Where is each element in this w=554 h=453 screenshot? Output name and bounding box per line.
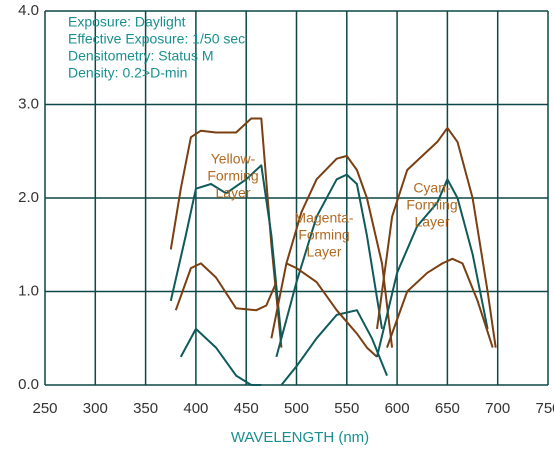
density-curve <box>179 327 262 386</box>
y-tick-label: 1.0 <box>18 282 39 299</box>
x-tick-label: 650 <box>435 400 460 417</box>
layer-label: Layer <box>414 214 449 230</box>
layer-label: Cyan- <box>413 180 451 196</box>
note: Exposure: Daylight <box>68 14 186 30</box>
x-tick-label: 300 <box>83 400 108 417</box>
layer-label: Forming <box>298 227 349 243</box>
note: Density: 0.2>D-min <box>68 65 187 81</box>
density-curve <box>174 262 278 312</box>
density-curve <box>376 126 497 348</box>
density-curve <box>169 117 283 348</box>
x-tick-label: 450 <box>234 400 259 417</box>
layer-label: Yellow- <box>211 151 256 167</box>
x-axis-title: WAVELENGTH (nm) <box>231 429 369 446</box>
density-curve <box>376 178 489 358</box>
x-tick-label: 600 <box>385 400 410 417</box>
density-curve <box>169 164 283 339</box>
density-curve <box>270 154 394 348</box>
note: Effective Exposure: 1/50 sec <box>68 31 245 47</box>
x-tick-label: 350 <box>133 400 158 417</box>
y-tick-label: 4.0 <box>18 2 39 19</box>
layer-label: Layer <box>215 185 250 201</box>
layer-label: Forming <box>207 168 258 184</box>
x-tick-label: 550 <box>334 400 359 417</box>
note: Densitometry: Status M <box>68 48 214 64</box>
x-tick-label: 750 <box>535 400 554 417</box>
density-curve <box>386 257 494 348</box>
density-curve <box>285 262 378 358</box>
layer-label: Forming <box>406 197 457 213</box>
x-tick-label: 500 <box>284 400 309 417</box>
layer-label: Magenta- <box>294 210 353 226</box>
layer-label: Layer <box>306 244 341 260</box>
y-tick-label: 0.0 <box>18 376 39 393</box>
x-tick-label: 700 <box>485 400 510 417</box>
density-curve <box>280 309 388 386</box>
x-tick-label: 250 <box>32 400 57 417</box>
y-tick-label: 2.0 <box>18 189 39 206</box>
x-tick-label: 400 <box>183 400 208 417</box>
y-tick-label: 3.0 <box>18 95 39 112</box>
